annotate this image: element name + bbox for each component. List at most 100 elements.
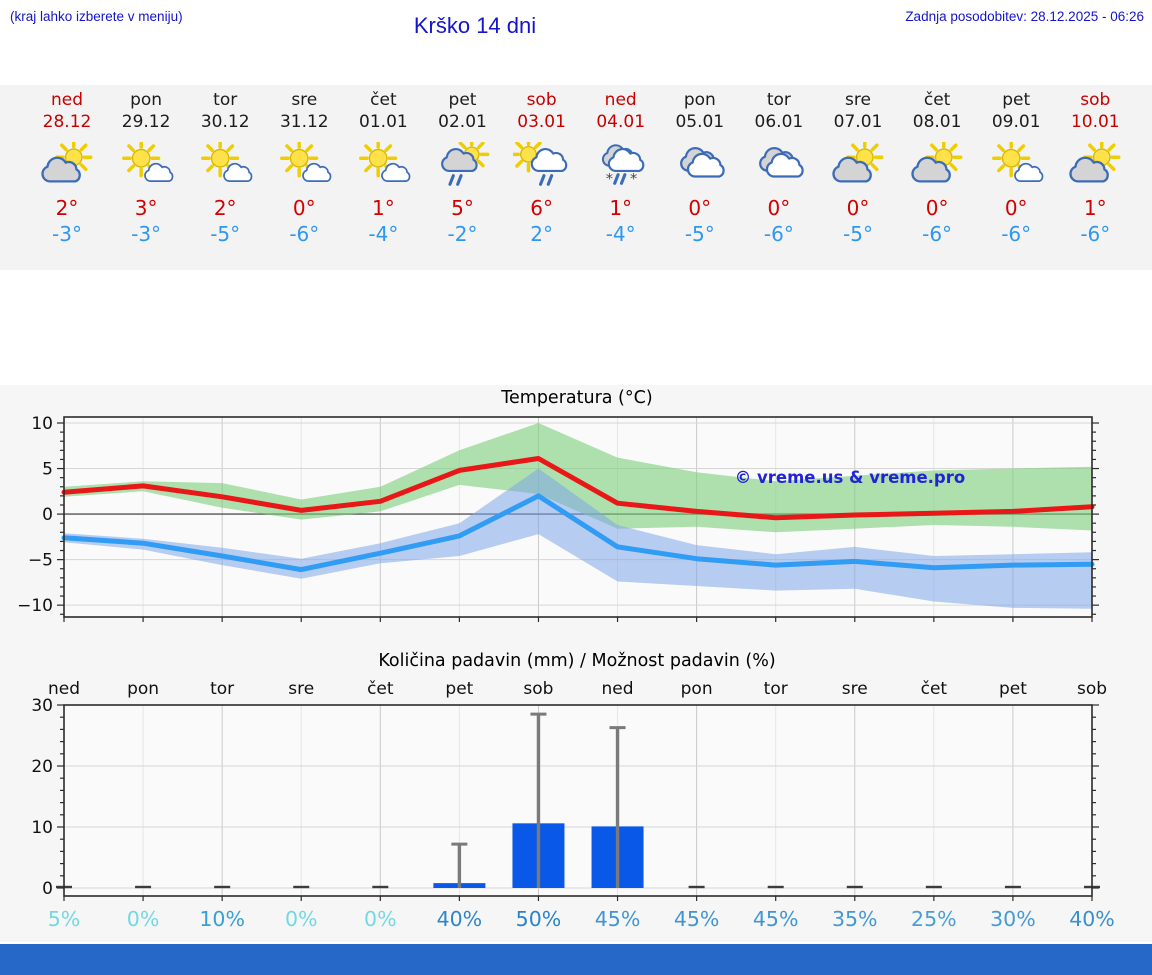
zero-precip-dash	[925, 885, 942, 889]
precip-probability: 0%	[285, 907, 318, 931]
svg-text:sob: sob	[1077, 679, 1107, 699]
precip-probability: 45%	[595, 907, 641, 931]
day-date: 04.01	[596, 112, 646, 132]
day-date: 07.01	[833, 112, 883, 132]
precip-probability: 10%	[199, 907, 245, 931]
precip-probability: 5%	[48, 907, 81, 931]
day-date: 30.12	[200, 112, 250, 132]
zero-precip-dash	[1004, 885, 1021, 889]
precip-probability: 30%	[990, 907, 1036, 931]
precip-probability: 40%	[437, 907, 483, 931]
mostly-sunny-icon	[107, 137, 186, 193]
svg-text:pet: pet	[999, 679, 1027, 699]
forecast-day[interactable]: ned 28.12 2° -3°	[28, 85, 107, 247]
high-temp: 0°	[846, 196, 870, 220]
day-date: 08.01	[912, 112, 962, 132]
min-temperature-range-band	[64, 468, 1092, 609]
day-name: ned	[50, 90, 84, 110]
cloudy-icon	[739, 137, 818, 193]
forecast-day[interactable]: pon 05.01 0° -5°	[660, 85, 739, 247]
forecast-day[interactable]: sre 31.12 0° -6°	[265, 85, 344, 247]
low-temp: -6°	[289, 222, 320, 246]
low-temp: 2°	[530, 222, 553, 246]
forecast-day[interactable]: pon 29.12 3° -3°	[107, 85, 186, 247]
high-temp: 0°	[767, 196, 791, 220]
zero-precip-dash	[767, 885, 784, 889]
forecast-strip: ned 28.12 2° -3° pon 29.12 3° -3° tor 30.12 2° -5° s…	[0, 85, 1152, 270]
low-temp: -5°	[684, 222, 715, 246]
svg-text:tor: tor	[764, 679, 788, 699]
high-temp: 0°	[925, 196, 949, 220]
low-temp: -3°	[131, 222, 162, 246]
day-date: 02.01	[438, 112, 487, 132]
forecast-day[interactable]: sre 07.01 0° -5°	[819, 85, 898, 247]
high-temp: 2°	[213, 196, 237, 220]
sun-behind-cloud-icon	[819, 137, 898, 193]
day-date: 29.12	[121, 112, 171, 132]
precip-probability: 0%	[127, 907, 160, 931]
day-date: 09.01	[991, 112, 1041, 132]
sun-behind-cloud-icon	[28, 137, 107, 193]
low-temp: -5°	[210, 222, 241, 246]
svg-text:*: *	[605, 171, 612, 187]
high-temp: 1°	[609, 196, 633, 220]
svg-text:0: 0	[42, 879, 53, 899]
temperature-chart: Temperatura (°C) −10 −5 0 5 10 © vreme.us & vr…	[0, 385, 1152, 645]
last-update: Zadnja posodobitev: 28.12.2025 - 06:26	[905, 9, 1144, 24]
low-temp: -4°	[605, 222, 636, 246]
precipitation-chart: Količina padavin (mm) / Možnost padavin …	[0, 645, 1152, 942]
high-temp: 2°	[55, 196, 79, 220]
forecast-day[interactable]: ned 04.01 * * 1° -4°	[581, 85, 660, 247]
temp-chart-title: Temperatura (°C)	[500, 388, 652, 408]
precip-probability: 40%	[1069, 907, 1115, 931]
high-temp: 3°	[134, 196, 158, 220]
forecast-day[interactable]: sob 03.01 6° 2°	[502, 85, 581, 247]
forecast-day[interactable]: pet 02.01 5° -2°	[423, 85, 502, 247]
forecast-day[interactable]: čet 08.01 0° -6°	[898, 85, 977, 247]
precip-probability-row: 5% 0% 10% 0% 0% 40% 50% 45% 45% 45% 35% 25% 30% 40%	[48, 907, 1115, 931]
precip-probability: 25%	[911, 907, 957, 931]
mostly-sunny-icon	[186, 137, 265, 193]
cloudy-icon	[660, 137, 739, 193]
sun-behind-cloud-icon	[1056, 137, 1135, 193]
high-temp: 0°	[1004, 196, 1028, 220]
mostly-sunny-icon	[977, 137, 1056, 193]
sun-behind-cloud-icon	[898, 137, 977, 193]
svg-text:−10: −10	[17, 596, 53, 616]
max-temperature-range-band	[64, 423, 1092, 533]
precip-probability: 0%	[364, 907, 397, 931]
day-date: 31.12	[279, 112, 329, 132]
svg-text:10: 10	[31, 414, 53, 434]
max-temperature-line	[61, 456, 1095, 521]
svg-text:pon: pon	[127, 679, 159, 699]
forecast-day[interactable]: tor 06.01 0° -6°	[739, 85, 818, 247]
forecast-day[interactable]: pet 09.01 0° -6°	[977, 85, 1056, 247]
high-temp: 5°	[451, 196, 474, 220]
forecast-day[interactable]: sob 10.01 1° -6°	[1056, 85, 1135, 247]
high-temp: 0°	[688, 196, 712, 220]
y-axis-labels: −10 −5 0 5 10	[17, 414, 53, 616]
day-date: 05.01	[675, 112, 725, 132]
day-name: pon	[683, 90, 716, 110]
svg-text:ned: ned	[48, 679, 80, 699]
mostly-sunny-icon	[344, 137, 423, 193]
day-date: 06.01	[754, 112, 804, 132]
forecast-day[interactable]: tor 30.12 2° -5°	[186, 85, 265, 247]
svg-text:pet: pet	[445, 679, 473, 699]
day-name: čet	[923, 90, 951, 110]
low-temp: -5°	[843, 222, 873, 246]
precip-probability: 45%	[674, 907, 720, 931]
sun-shower-icon	[423, 136, 502, 193]
day-name: sob	[1080, 90, 1111, 110]
svg-text:čet: čet	[367, 679, 394, 699]
day-name: tor	[766, 90, 791, 110]
footer-bar	[0, 944, 1152, 975]
precip-probability: 45%	[753, 907, 799, 931]
low-temp: -6°	[922, 222, 953, 246]
high-temp: 1°	[372, 196, 395, 220]
forecast-day[interactable]: čet 01.01 1° -4°	[344, 85, 423, 247]
location-hint: (kraj lahko izberete v meniju)	[10, 9, 183, 24]
precip-chart-title: Količina padavin (mm) / Možnost padavin …	[378, 651, 775, 671]
day-name: sre	[291, 90, 318, 110]
svg-text:pon: pon	[681, 679, 713, 699]
